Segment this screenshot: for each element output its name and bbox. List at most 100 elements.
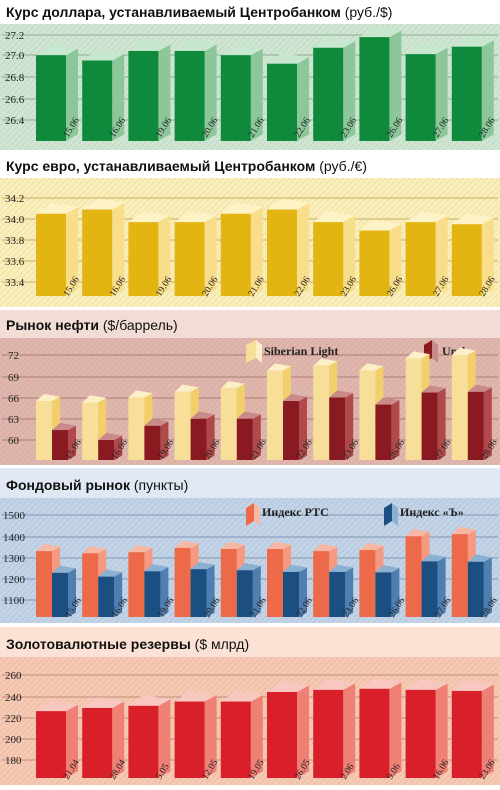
bar	[451, 35, 494, 141]
legend-label-kommersant-index: Индекс «Ъ»	[400, 505, 464, 519]
bar-series-b	[283, 564, 307, 617]
eur-rate-panel: Курс евро, устанавливаемый Центробанком …	[0, 152, 500, 307]
bar	[36, 202, 78, 296]
y-tick-label: 1200	[3, 574, 26, 586]
bar-series-b	[329, 564, 354, 617]
bar	[405, 679, 448, 778]
bar	[128, 211, 171, 296]
bar-series-b	[467, 384, 492, 460]
bar-series-b	[190, 561, 215, 617]
svg-text:Курс евро, устанавливаемый Цен: Курс евро, устанавливаемый Центробанком …	[6, 158, 367, 174]
bar	[451, 213, 494, 296]
bar	[220, 690, 263, 778]
y-tick-label: 26.6	[5, 94, 25, 106]
bar	[220, 44, 263, 141]
stock-market-panel: Фондовый рынок (пункты) 1500 1400 1300 1…	[0, 468, 500, 623]
oil-y-axis: 72 69 66 63 60	[8, 350, 20, 447]
y-tick-label: 60	[8, 435, 20, 447]
y-tick-label: 69	[8, 372, 20, 384]
bar	[405, 211, 448, 296]
reserves-bars: 21.04 28.04 5.05 12.05 19.05 26.05 2.06 9.06 16.…	[36, 678, 498, 782]
bar	[220, 202, 263, 296]
stock-chart-unit: (пункты)	[134, 477, 188, 493]
legend-label-siberian-light: Siberian Light	[264, 344, 338, 358]
rts-index-legend-icon	[246, 503, 254, 526]
stock-legend: Индекс РТС Индекс «Ъ»	[246, 503, 464, 526]
eur-chart-unit: (руб./€)	[319, 158, 367, 174]
bar	[313, 211, 356, 296]
svg-text:Фондовый рынок (пункты): Фондовый рынок (пункты)	[6, 477, 188, 493]
bar-series-b	[236, 563, 261, 617]
bar	[267, 198, 309, 296]
bar-series-b	[375, 565, 400, 617]
bar	[174, 40, 217, 141]
eur-y-axis: 34.2 34.0 33.8 33.6 33.4	[5, 193, 25, 289]
oil-market-panel: Рынок нефти ($/баррель) 72 69 66 63 60 S…	[0, 310, 500, 465]
usd-chart-title: Курс доллара, устанавливаемый Центробанк…	[6, 4, 341, 20]
y-tick-label: 260	[5, 670, 22, 682]
y-tick-label: 66	[8, 393, 20, 405]
bar	[267, 681, 309, 778]
bar	[82, 198, 125, 296]
y-tick-label: 200	[5, 734, 22, 746]
bar	[82, 697, 125, 778]
y-tick-label: 1100	[3, 595, 25, 607]
bar	[128, 695, 171, 778]
y-tick-label: 240	[5, 692, 22, 704]
bar-series-b	[283, 393, 307, 460]
bar	[359, 219, 402, 296]
svg-text:Курс доллара, устанавливаемый: Курс доллара, устанавливаемый Центробанк…	[6, 4, 392, 20]
y-tick-label: 34.2	[5, 193, 24, 205]
bar	[36, 700, 78, 778]
usd-chart-unit: (руб./$)	[345, 4, 393, 20]
reserves-chart-title: Золотовалютные резервы	[6, 636, 191, 652]
y-tick-label: 27.0	[5, 50, 25, 62]
eur-bars: 15.06 16.06 19.06 20.06 21.06 22.06 23.06 26.06…	[36, 198, 498, 299]
y-tick-label: 1500	[3, 510, 26, 522]
bar	[405, 43, 448, 141]
usd-rate-panel: Курс доллара, устанавливаемый Центробанк…	[0, 0, 500, 150]
bar	[36, 44, 78, 141]
usd-bars: 15.06 16.06 19.06 20.06 21.06 22.06 23.06 26.06…	[36, 26, 498, 141]
y-tick-label: 27.2	[5, 30, 24, 42]
bar	[128, 40, 171, 141]
eur-chart-title: Курс евро, устанавливаемый Центробанком	[6, 158, 315, 174]
reserves-y-axis: 260 240 220 200 180	[5, 670, 22, 767]
y-tick-label: 1400	[3, 532, 26, 544]
bar-series-b	[329, 390, 354, 460]
bar	[359, 26, 402, 141]
bar-series-b	[52, 422, 76, 460]
oil-chart-unit: ($/баррель)	[103, 317, 178, 333]
kommersant-index-legend-icon	[384, 503, 392, 526]
bar	[451, 680, 494, 778]
reserves-panel: Золотовалютные резервы ($ млрд) 260 240 …	[0, 627, 500, 785]
bar	[174, 690, 217, 778]
bar	[82, 49, 125, 141]
bar-series-b	[144, 418, 169, 460]
bar-series-b	[467, 554, 492, 617]
y-tick-label: 33.4	[5, 277, 25, 289]
y-tick-label: 220	[5, 713, 22, 725]
oil-chart-title: Рынок нефти	[6, 317, 99, 333]
bar	[313, 36, 356, 141]
usd-y-axis: 27.2 27.0 26.8 26.6 26.4	[5, 30, 25, 127]
siberian-light-legend-icon	[246, 340, 256, 363]
y-tick-label: 33.6	[5, 256, 25, 268]
stock-bars: 15.06 16.06 19.06 20.06 21.06 22.06 23.06 26.06…	[36, 526, 500, 620]
bar-series-b	[421, 554, 446, 617]
bar-series-b	[98, 432, 123, 460]
bar-series-b	[98, 569, 123, 617]
bar	[267, 52, 309, 141]
legend-label-rts-index: Индекс РТС	[262, 505, 329, 519]
bar-series-b	[144, 564, 169, 617]
y-tick-label: 72	[8, 350, 19, 362]
bar-series-b	[236, 411, 261, 460]
y-tick-label: 33.8	[5, 235, 25, 247]
svg-text:Рынок нефти ($/баррель): Рынок нефти ($/баррель)	[6, 317, 178, 333]
y-tick-label: 26.8	[5, 72, 25, 84]
bar-series-b	[375, 397, 400, 460]
svg-text:Золотовалютные резервы ($ млрд: Золотовалютные резервы ($ млрд)	[6, 636, 249, 652]
y-tick-label: 180	[5, 755, 22, 767]
bar-series-b	[52, 565, 76, 617]
